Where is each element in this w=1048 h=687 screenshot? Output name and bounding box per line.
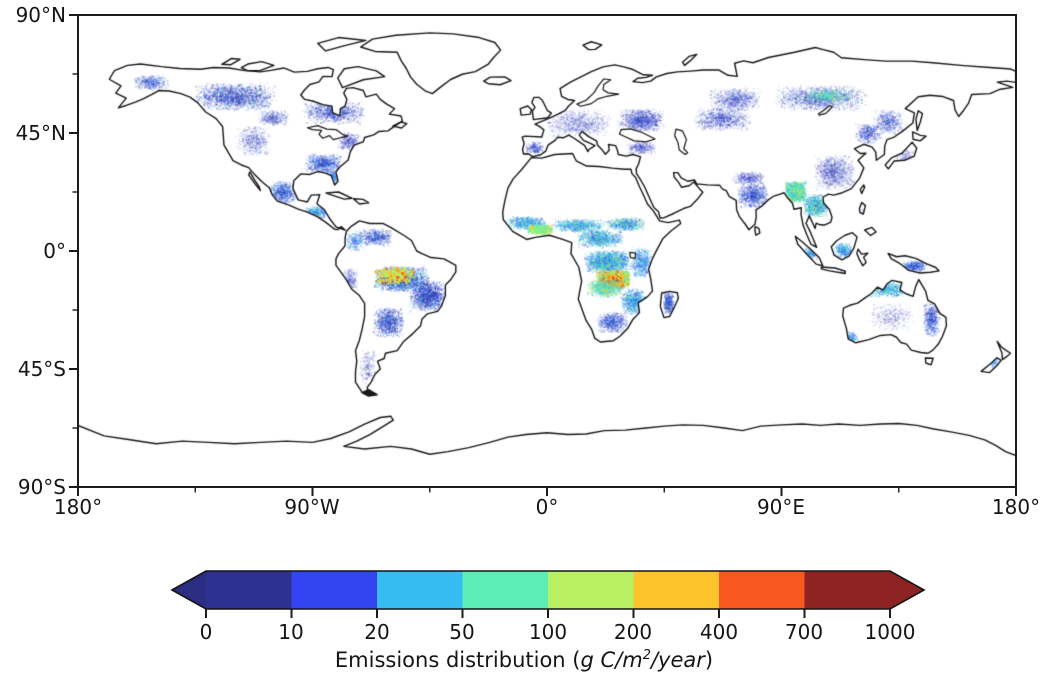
colorbar-tick-label: 700 [784,620,824,644]
caption-unit-rest: /year [650,648,705,672]
colorbar [170,570,926,618]
colorbar-tick-label: 1000 [864,620,916,644]
colorbar-tick-label: 10 [278,620,304,644]
plot-frame [77,14,1017,488]
world-map-canvas [78,15,1016,487]
y-axis-tick-label: 45°S [17,357,66,381]
colorbar-tick-label: 0 [199,620,213,644]
y-axis-tick-label: 45°N [15,121,66,145]
y-axis-tick-label: 90°S [17,475,66,499]
caption-prefix: Emissions distribution ( [334,648,581,672]
colorbar-segment [804,571,891,609]
y-axis-tick-label: 0° [43,239,66,263]
colorbar-segment [633,571,720,609]
colorbar-under-arrow [172,571,206,609]
colorbar-tick-label: 400 [699,620,739,644]
colorbar-tick-label: 200 [613,620,653,644]
colorbar-over-arrow [890,571,924,609]
x-axis-tick-label: 0° [535,495,559,519]
colorbar-segment [206,571,292,609]
colorbar-segment [291,571,378,609]
colorbar-segment [462,571,549,609]
colorbar-tick-label: 20 [364,620,390,644]
caption-superscript: 2 [642,648,651,663]
axis-ticks [69,14,1017,496]
colorbar-segment [377,571,463,609]
colorbar-segment [548,571,634,609]
colorbar-caption: Emissions distribution (g C/m2/year) [0,648,1048,672]
colorbar-tick-label: 100 [528,620,568,644]
x-axis-tick-label: 180° [991,495,1041,519]
caption-suffix: ) [704,648,714,672]
x-axis-tick-label: 90°W [284,495,340,519]
colorbar-tick-label: 50 [449,620,475,644]
x-axis-tick-label: 180° [53,495,103,519]
x-axis-tick-label: 90°E [756,495,806,519]
colorbar-segment [719,571,805,609]
y-axis-tick-label: 90°N [15,3,66,27]
caption-unit: g C/m [580,648,643,672]
